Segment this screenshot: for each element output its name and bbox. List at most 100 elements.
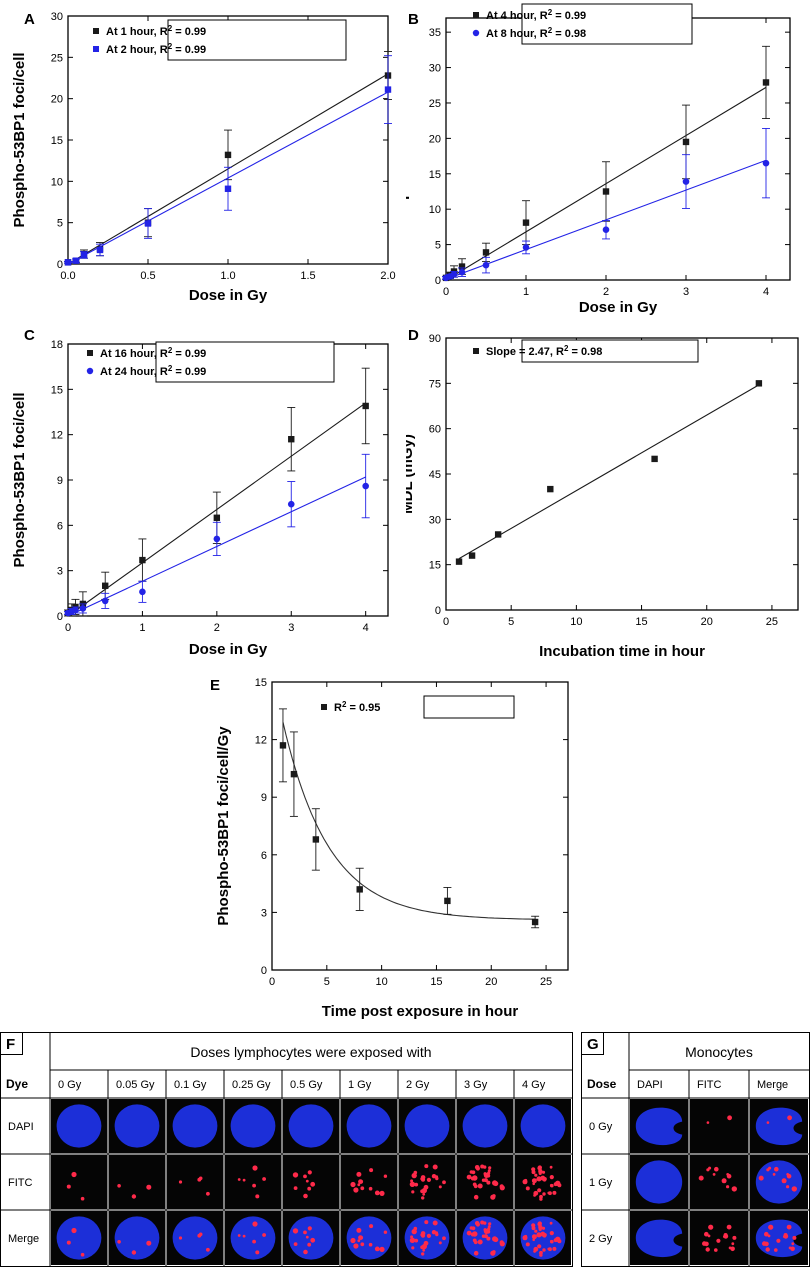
x-tick-label: 1.5 (300, 270, 315, 282)
y-tick-label: 15 (429, 169, 441, 181)
focus-spot (435, 1232, 439, 1237)
focus-spot (71, 1171, 77, 1178)
plot-frame (445, 17, 791, 281)
focus-spot (473, 1250, 479, 1256)
data-point (144, 220, 152, 227)
focus-spot (438, 1241, 442, 1245)
focus-spot (303, 1249, 308, 1255)
focus-spot (705, 1247, 710, 1252)
focus-spot (305, 1235, 309, 1239)
x-tick-label: 2 (603, 286, 609, 298)
panel-label-a: A (24, 11, 35, 28)
legend-text: At 4 hour, R (486, 10, 548, 22)
legend-box (167, 19, 347, 61)
x-tick-label: 4 (363, 622, 369, 634)
legend-value: = 0.99 (172, 366, 206, 378)
focus-spot (786, 1224, 792, 1230)
focus-spot (379, 1190, 385, 1196)
column-label: Merge (757, 1079, 788, 1091)
legend-marker (473, 12, 479, 18)
panel-label-box (581, 1032, 604, 1055)
focus-spot (262, 1233, 266, 1237)
focus-spot (442, 1236, 446, 1241)
data-point (288, 436, 295, 443)
data-point (224, 185, 232, 192)
focus-spot (466, 1230, 472, 1236)
nucleus-dapi (114, 1104, 160, 1148)
fit-line-0 (458, 384, 760, 560)
focus-spot (783, 1233, 789, 1239)
focus-spot (66, 1184, 71, 1189)
focus-spot (533, 1246, 539, 1252)
cell-image-background (690, 1211, 748, 1265)
focus-spot (492, 1180, 498, 1186)
focus-spot (537, 1244, 542, 1249)
focus-spot (730, 1246, 735, 1252)
data-point (522, 219, 530, 226)
focus-spot (532, 1238, 535, 1242)
focus-spot (531, 1226, 536, 1231)
x-tick-label: 20 (701, 616, 713, 628)
focus-spot (117, 1184, 121, 1188)
nucleus-dapi (404, 1104, 450, 1148)
legend-text: At 8 hour, R (486, 28, 548, 40)
legend-superscript: 2 (168, 24, 173, 33)
focus-spot (534, 1229, 538, 1233)
focus-spot (764, 1231, 769, 1237)
panel-label-e: E (210, 677, 220, 694)
legend-superscript: 2 (548, 26, 553, 35)
focus-spot (426, 1233, 431, 1238)
focus-spot (360, 1242, 365, 1247)
focus-spot (292, 1228, 299, 1234)
focus-spot (525, 1242, 530, 1247)
focus-spot (472, 1238, 477, 1243)
y-axis-label: Phospho-53BP1 foci/cell/Gy (215, 726, 232, 926)
panel-label-box (0, 1032, 23, 1055)
panel-label-d: D (408, 330, 419, 344)
focus-spot (768, 1166, 772, 1170)
x-axis-label: Dose in Gy (189, 641, 268, 658)
y-tick-label: 3 (57, 566, 63, 578)
y-tick-label: 9 (261, 792, 267, 804)
y-tick-label: 6 (261, 850, 267, 862)
legend-superscript: 2 (564, 344, 569, 353)
nucleus-dapi (288, 1216, 334, 1260)
cell-image-background (457, 1155, 513, 1209)
cell-image-background (225, 1155, 281, 1209)
data-point (102, 582, 109, 589)
x-tick-label: 0 (443, 616, 449, 628)
focus-spot (438, 1185, 442, 1189)
legend-value: = 0.99 (172, 44, 206, 56)
focus-spot (409, 1237, 416, 1243)
x-axis-label: Dose in Gy (189, 287, 268, 304)
nucleus-dapi (635, 1219, 683, 1258)
focus-spot (305, 1179, 309, 1183)
data-point (444, 897, 451, 905)
focus-spot (550, 1184, 554, 1188)
focus-spot (790, 1246, 795, 1252)
fit-line-1 (445, 159, 767, 280)
legend-marker (87, 350, 93, 356)
focus-spot (473, 1194, 479, 1200)
cell-image-background (690, 1099, 748, 1153)
legend-entry: At 4 hour, R2 = 0.99 (486, 8, 586, 22)
x-tick-label: 25 (540, 976, 552, 988)
panel-label: F (6, 1036, 15, 1053)
cell-image-background (109, 1155, 165, 1209)
table-header: Doses lymphocytes were exposed with (190, 1044, 431, 1060)
nucleus-dapi (346, 1104, 392, 1148)
cell-image-background (283, 1155, 339, 1209)
focus-spot (146, 1184, 152, 1190)
focus-spot (292, 1172, 299, 1178)
focus-spot (781, 1178, 787, 1184)
focus-spot (525, 1186, 530, 1191)
microscopy-panel-g: G Monocytes Dose DAPI FITC Merge 0 Gy 1 Gy 2 Gy (581, 1032, 810, 1267)
focus-spot (732, 1235, 737, 1240)
y-tick-label: 60 (429, 424, 441, 436)
focus-spot (198, 1232, 203, 1237)
cell-image-background (690, 1155, 748, 1209)
focus-spot (547, 1191, 550, 1195)
focus-spot (524, 1234, 528, 1238)
legend-box (521, 3, 693, 45)
focus-spot (66, 1240, 71, 1245)
